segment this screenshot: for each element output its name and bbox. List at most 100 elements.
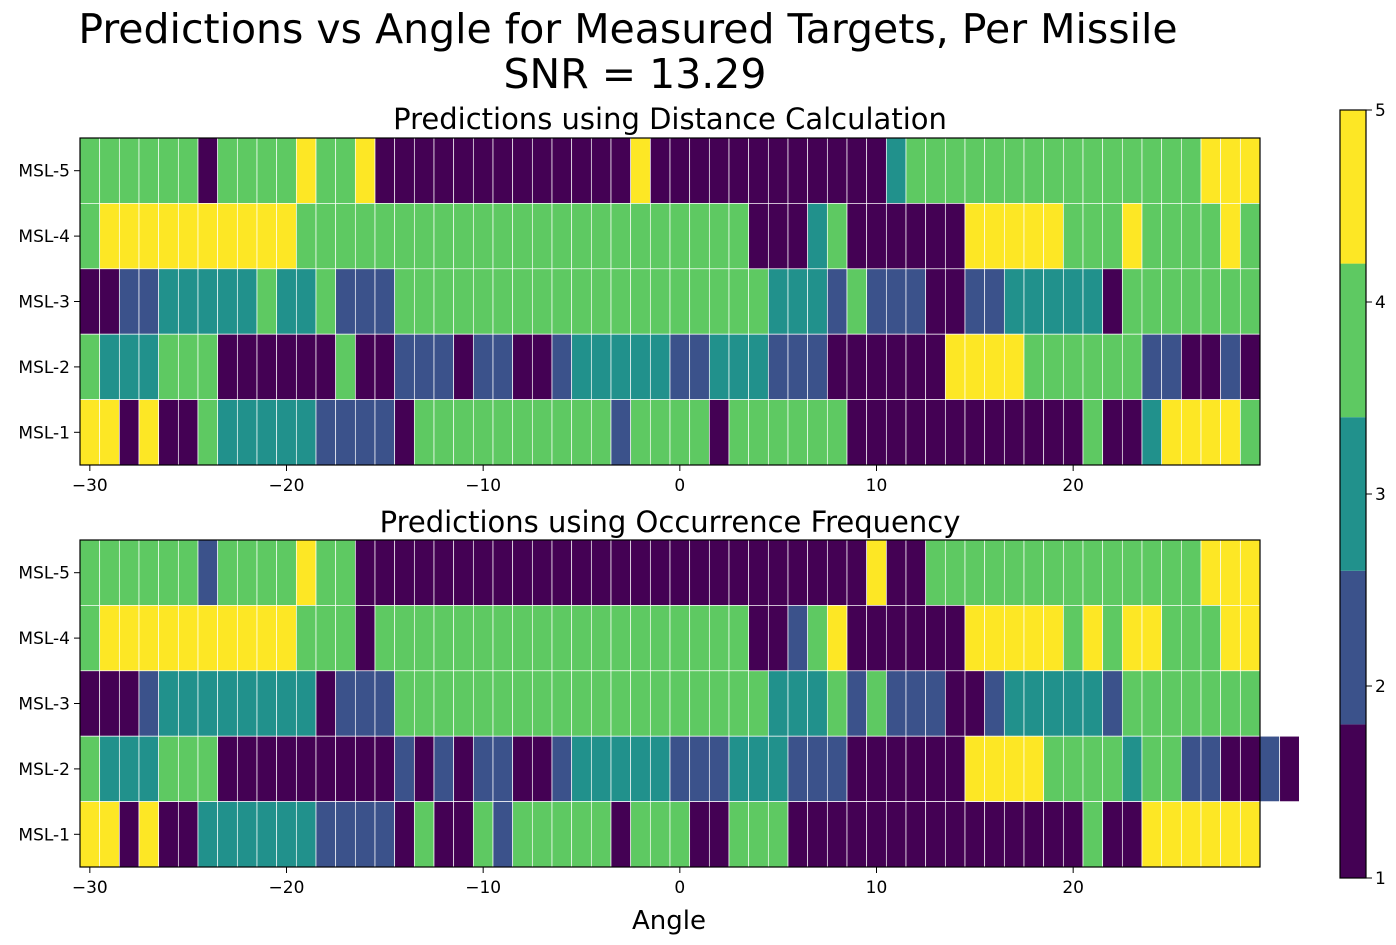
heatmap-cell [315,605,337,672]
heatmap-cell [708,670,730,737]
colorbar-tick-label: 5 [1375,101,1386,121]
heatmap-cell [1121,203,1143,270]
heatmap-cell [236,605,258,672]
heatmap-cell [885,333,907,400]
heatmap-cell [728,735,750,802]
y-tick-label: MSL-3 [18,695,70,715]
heatmap-cell [374,670,396,737]
heatmap-cell [276,203,297,270]
heatmap-cell [472,670,494,737]
heatmap-cell [1043,735,1064,802]
heatmap-cell [394,735,415,802]
heatmap-cell [689,137,710,204]
heatmap-cell [571,399,592,466]
heatmap-cell [1239,539,1261,606]
x-axis-label: Angle [632,906,706,936]
heatmap-cell [374,333,396,400]
heatmap-cell [1043,670,1064,737]
heatmap-cell [197,268,219,335]
heatmap-cell [1082,333,1104,400]
heatmap-cell [826,268,848,335]
heatmap-cell [787,539,809,606]
heatmap-cell [1200,539,1222,606]
heatmap-cell [472,539,494,606]
heatmap-cell [79,670,101,737]
heatmap-cell [1200,735,1222,802]
heatmap-cell [492,670,514,737]
x-tick-label: −10 [465,878,501,898]
heatmap-cell [354,333,376,400]
heatmap-cell [649,137,671,204]
heatmap-cell [984,333,1005,400]
heatmap-cell [964,399,986,466]
heatmap-cell [335,801,356,868]
heatmap-cell [964,735,986,802]
heatmap-cell [177,399,199,466]
heatmap-cell [138,539,160,606]
heatmap-cell [1239,605,1261,672]
heatmap-cell [885,735,907,802]
heatmap-cell [689,203,710,270]
heatmap-cell [1102,735,1123,802]
heatmap-cell [748,268,769,335]
heatmap-cell [138,268,160,335]
heatmap-cell [1062,801,1084,868]
heatmap-cell [905,735,927,802]
colorbar-tick-label: 2 [1375,677,1386,697]
heatmap-cell [374,735,396,802]
heatmap-cell [649,333,671,400]
heatmap-cell [472,399,494,466]
heatmap-cell [99,203,120,270]
heatmap-cell [295,268,317,335]
heatmap-cell [748,203,769,270]
heatmap-cell [866,399,887,466]
heatmap-cell [728,333,750,400]
heatmap-cell [748,605,769,672]
heatmap-cell [492,137,514,204]
heatmap-cell [571,605,592,672]
heatmap-cell [276,605,297,672]
heatmap-cell [787,268,809,335]
heatmap-cell [866,268,887,335]
heatmap-cell [866,801,887,868]
heatmap-cell [217,203,238,270]
heatmap-cell [826,605,848,672]
heatmap-cell [118,801,140,868]
heatmap-cell [531,539,553,606]
heatmap-cell [217,268,238,335]
heatmap-cell [177,605,199,672]
heatmap-cell [1121,670,1143,737]
heatmap-cell [1239,203,1261,270]
heatmap-cell [531,203,553,270]
heatmap-cell [767,137,789,204]
colorbar-segment [1340,417,1366,571]
heatmap-cell [79,268,101,335]
heatmap-cell [630,137,651,204]
heatmap-cell [492,801,514,868]
x-tick-label: −30 [72,476,108,496]
heatmap-cell [590,399,612,466]
heatmap-cell [1239,399,1261,466]
heatmap-cell [787,670,809,737]
heatmap-cell [748,670,769,737]
heatmap-cell [846,670,868,737]
heatmap-cell [571,268,592,335]
heatmap-cell [1180,203,1202,270]
colorbar-segment [1340,263,1366,418]
heatmap-cell [99,399,120,466]
heatmap-cell [1102,801,1123,868]
heatmap-cell [374,801,396,868]
heatmap-cell [453,203,474,270]
heatmap-cell [944,399,966,466]
heatmap-cell [295,605,317,672]
heatmap-cell [472,333,494,400]
heatmap-cell [492,735,514,802]
heatmap-cell [1161,735,1182,802]
heatmap-cell [669,801,691,868]
heatmap-cell [885,399,907,466]
heatmap-cell [669,605,691,672]
heatmap-cell [256,399,278,466]
heatmap-cell [669,268,691,335]
heatmap-cell [1200,137,1222,204]
heatmap-cell [1141,801,1163,868]
